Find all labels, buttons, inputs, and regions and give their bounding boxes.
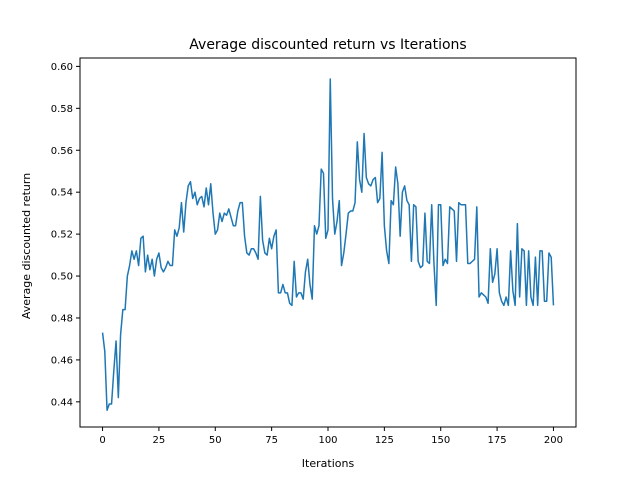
x-tick-label: 50 [209, 435, 222, 446]
y-tick-label: 0.58 [51, 104, 73, 115]
series-line-0 [101, 78, 555, 411]
y-tick-label: 0.56 [51, 146, 73, 157]
x-tick-label: 125 [375, 435, 394, 446]
y-tick-label: 0.54 [51, 188, 73, 199]
y-tick-label: 0.60 [51, 62, 73, 73]
y-tick-label: 0.52 [51, 230, 73, 241]
y-axis-label: Average discounted return [20, 173, 33, 319]
x-axis-ticks: 0 25 50 75 100 125 150 175 200 [99, 427, 563, 446]
axes-frame [79, 57, 577, 428]
x-tick-label: 0 [99, 435, 105, 446]
x-tick-label: 25 [153, 435, 166, 446]
x-axis-label: Iterations [302, 457, 355, 470]
y-tick-label: 0.46 [51, 355, 73, 366]
chart-title: Average discounted return vs Iterations [189, 37, 466, 53]
x-tick-label: 200 [544, 435, 563, 446]
x-tick-label: 150 [431, 435, 450, 446]
y-tick-label: 0.44 [51, 397, 73, 408]
y-tick-label: 0.50 [51, 272, 73, 283]
x-tick-label: 175 [488, 435, 507, 446]
y-axis-ticks: 0.44 0.46 0.48 0.50 0.52 0.54 0.56 0.58 0.60 [51, 62, 80, 408]
y-tick-label: 0.48 [51, 313, 73, 324]
x-tick-label: 75 [265, 435, 278, 446]
plot-area [101, 78, 555, 411]
x-tick-label: 100 [318, 435, 337, 446]
